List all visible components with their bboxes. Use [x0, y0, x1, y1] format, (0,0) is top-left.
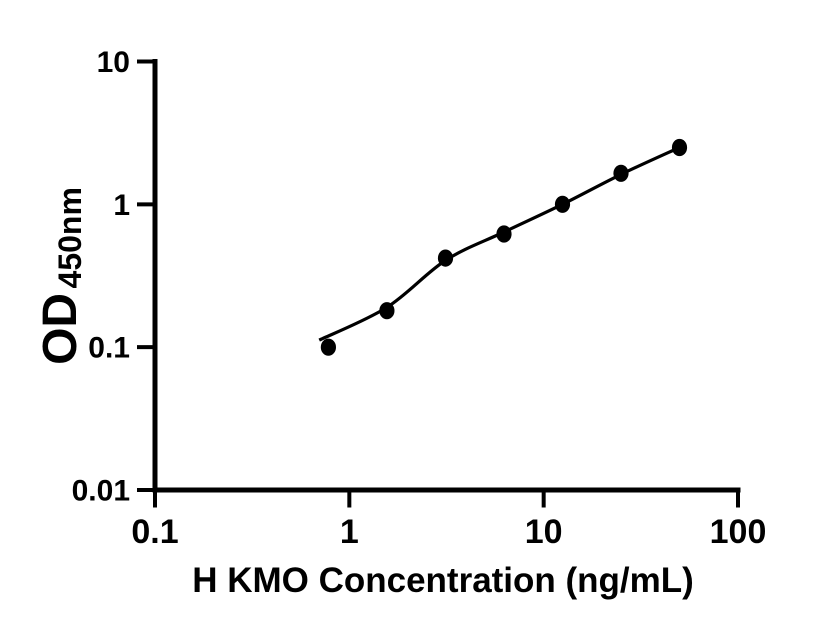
x-axis-tick-label: 10 — [525, 513, 563, 551]
y-axis-tick-labels: 0.01 0.1 1 10 — [72, 46, 130, 507]
y-axis-tick-label: 0.1 — [88, 332, 130, 365]
x-axis-tick-label: 1 — [340, 513, 359, 551]
y-axis-title-subscript: 450nm — [52, 187, 88, 288]
data-points — [320, 138, 688, 356]
data-point-marker — [554, 195, 571, 213]
y-axis: 0.01 0.1 1 10 — [72, 46, 158, 508]
data-point-marker — [496, 225, 512, 243]
data-point-marker — [320, 338, 336, 356]
x-axis-tick-label: 100 — [710, 513, 767, 551]
x-axis-ticks — [153, 490, 740, 508]
data-point-marker — [379, 302, 395, 320]
x-axis-title: H KMO Concentration (ng/mL) — [192, 561, 694, 600]
y-axis-tick-label: 0.01 — [72, 475, 130, 508]
x-axis-tick-labels: 0.1 1 10 100 — [131, 513, 766, 551]
data-point-marker — [671, 138, 688, 157]
data-point-marker — [613, 164, 629, 182]
x-axis-tick-label: 0.1 — [131, 513, 178, 551]
x-axis: 0.1 1 10 100 — [131, 487, 766, 551]
y-axis-title-main: OD — [34, 293, 87, 365]
y-axis-ticks — [137, 59, 155, 492]
y-axis-tick-label: 1 — [113, 189, 130, 222]
y-axis-title: OD 450nm — [34, 187, 88, 365]
y-axis-tick-label: 10 — [97, 46, 130, 79]
data-point-marker — [437, 249, 454, 267]
